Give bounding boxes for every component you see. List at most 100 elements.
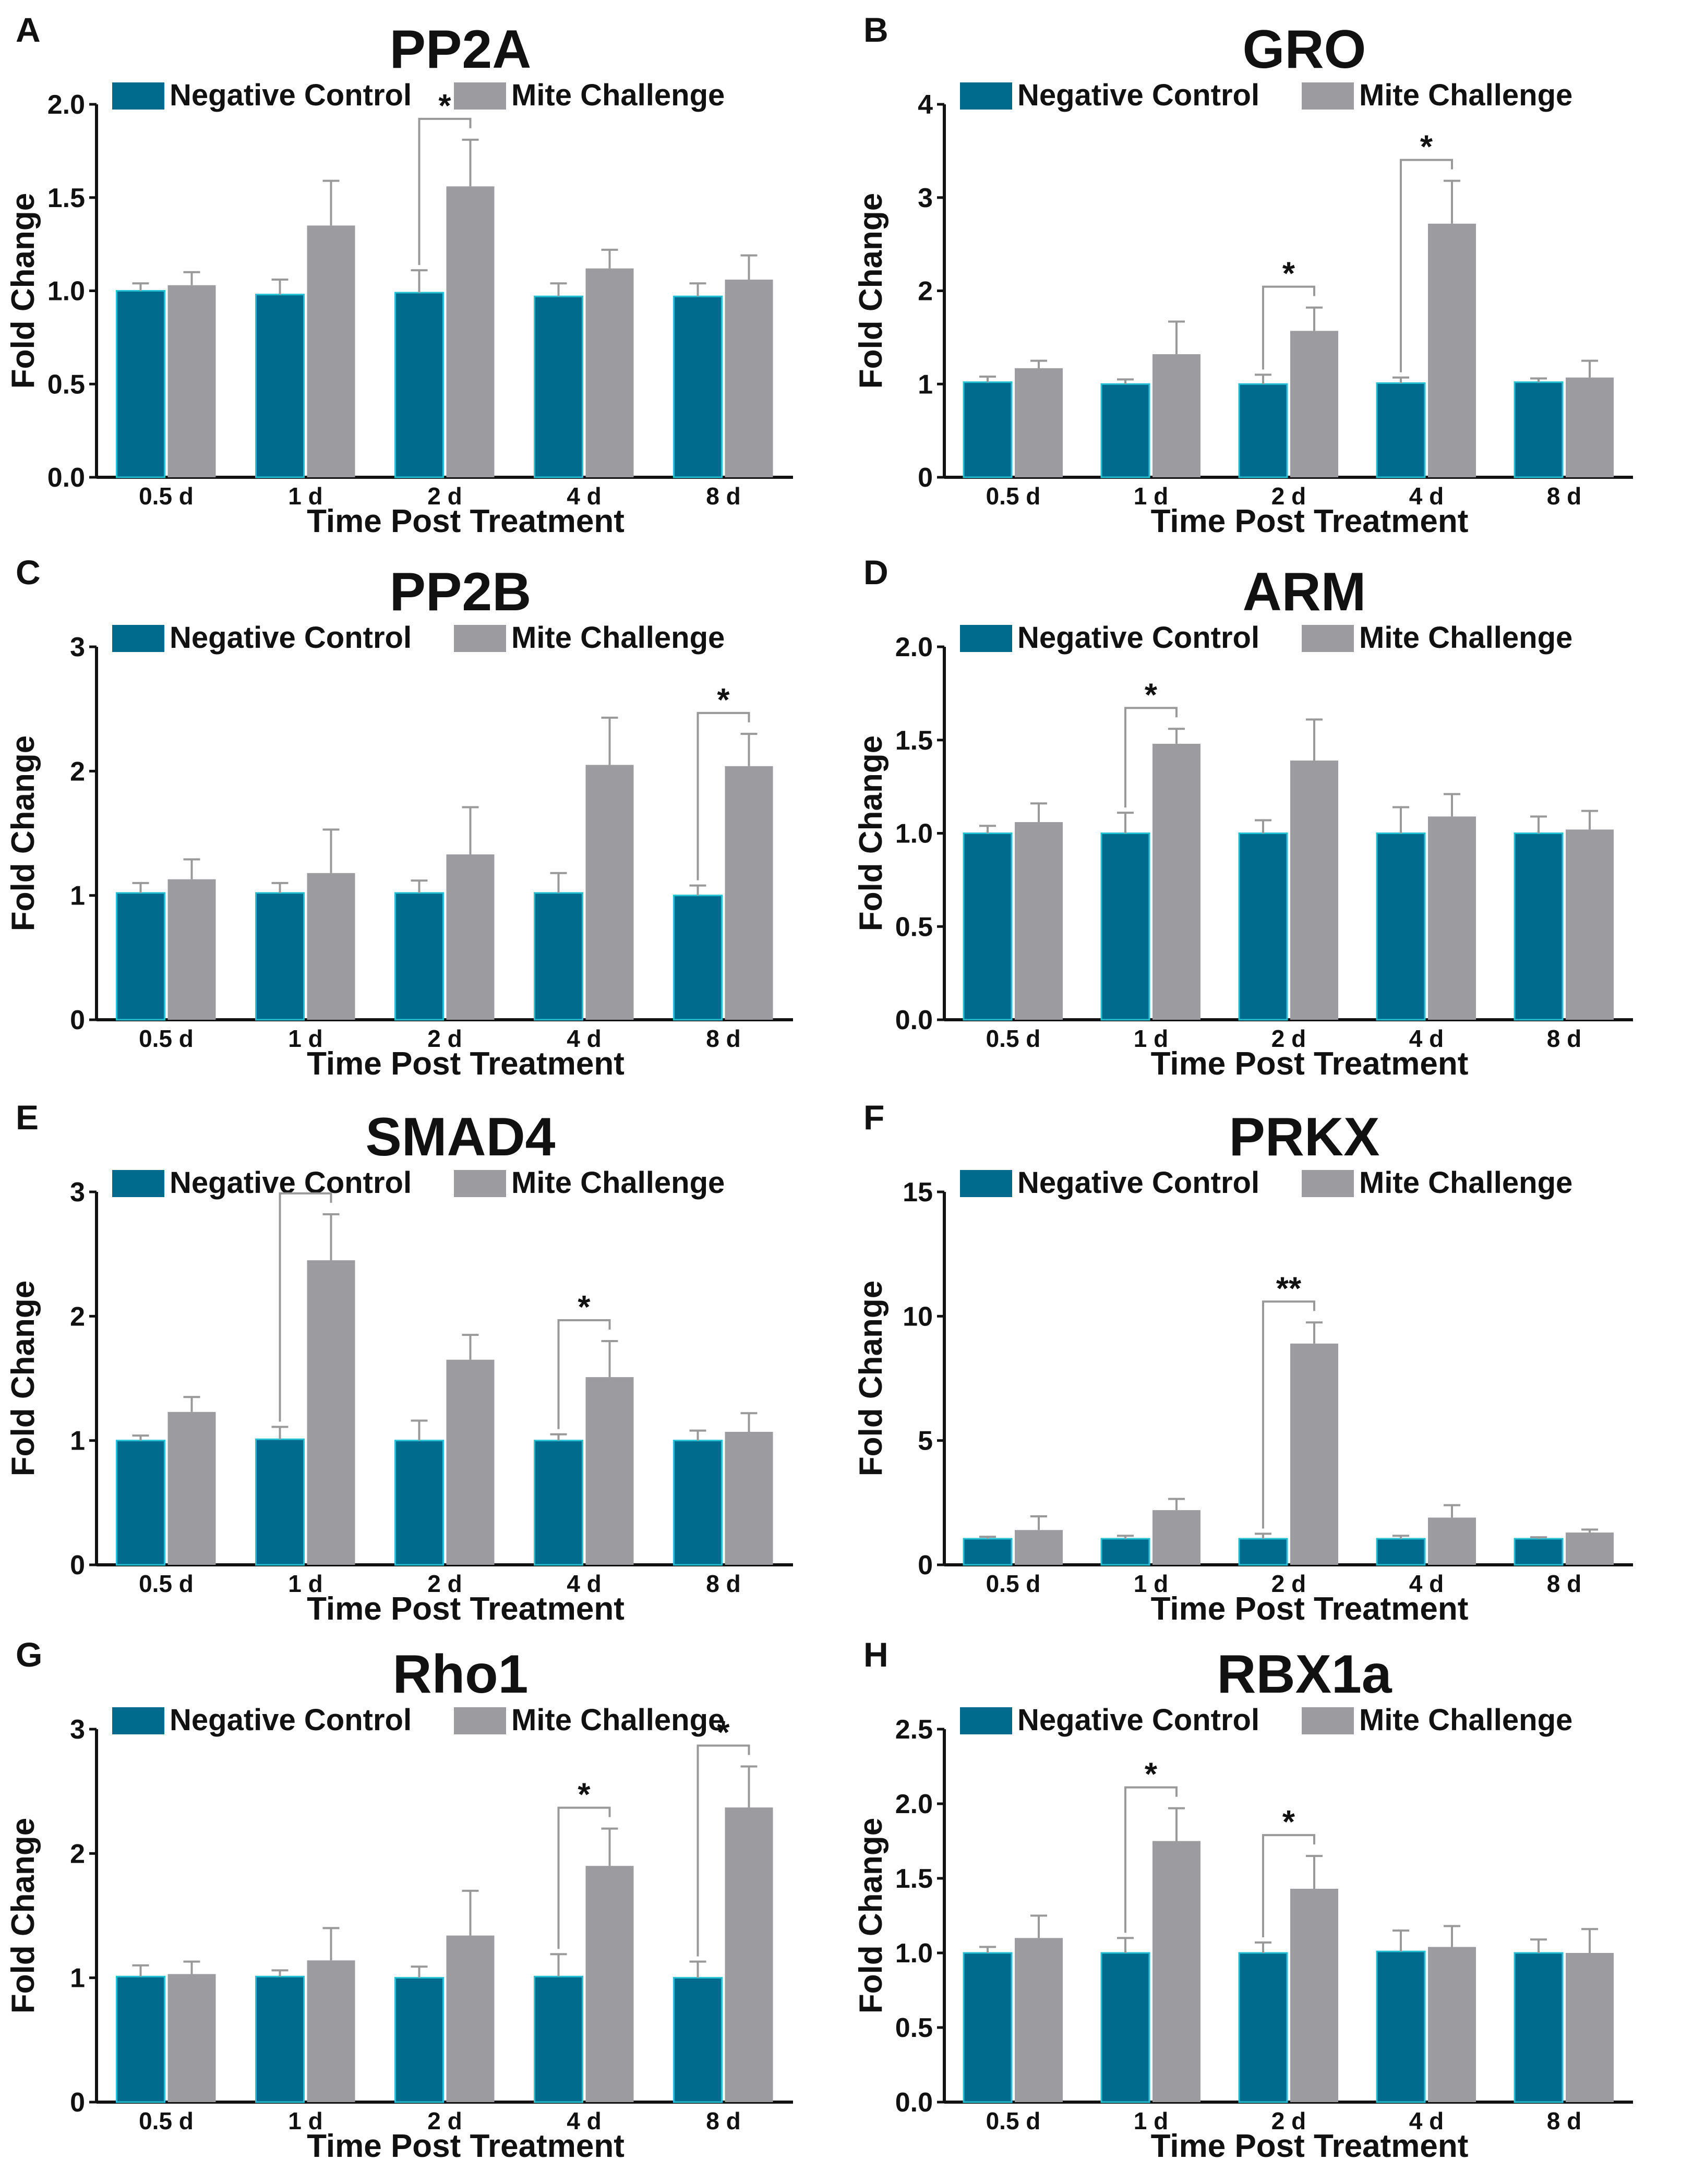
bar-negative-control [116, 892, 165, 1021]
y-tick-label: 0.5 [895, 912, 933, 942]
bar-mite-challenge [446, 854, 495, 1020]
bar-mite-challenge [1152, 743, 1200, 1020]
error-bar-negative-control [1530, 1938, 1547, 1953]
significance-marker: ** [1276, 1271, 1302, 1307]
bar-negative-control [1376, 1950, 1426, 2103]
error-bar-negative-control [689, 884, 706, 896]
x-axis-label: Time Post Treatment [1151, 503, 1469, 539]
chart-title: GRO [1243, 19, 1366, 80]
chart-title: ARM [1243, 562, 1366, 622]
bar-mite-challenge [1428, 223, 1476, 477]
error-bar-negative-control [1117, 1535, 1134, 1539]
error-bar-negative-control [979, 1536, 996, 1539]
legend-swatch-control [112, 82, 164, 110]
error-bar-mite-challenge [322, 179, 340, 226]
x-axis-label: Time Post Treatment [1151, 1046, 1469, 1082]
error-bar-negative-control [271, 1969, 289, 1977]
error-bar-mite-challenge [740, 732, 758, 766]
error-bar-mite-challenge [1306, 1855, 1323, 1889]
x-tick-label: 4 d [567, 482, 601, 510]
panel-letter: B [863, 10, 888, 49]
x-tick-label: 1 d [1134, 1570, 1168, 1597]
legend-swatch-mite [1302, 1170, 1354, 1197]
bar-negative-control [1376, 832, 1426, 1021]
y-tick-label: 3 [70, 1715, 85, 1745]
legend-label-mite: Mite Challenge [511, 621, 725, 655]
bar-negative-control [1238, 832, 1288, 1021]
bar-negative-control [673, 895, 723, 1021]
x-tick-label: 8 d [1547, 2107, 1581, 2134]
error-bar-negative-control [132, 1964, 149, 1977]
legend-swatch-mite [1302, 1707, 1354, 1734]
x-axis-label: Time Post Treatment [1151, 2128, 1469, 2164]
error-bar-negative-control [132, 882, 149, 893]
panel-letter: A [16, 10, 41, 49]
error-bar-negative-control [550, 1953, 567, 1977]
bar-negative-control [255, 294, 305, 478]
x-tick-label: 2 d [427, 482, 462, 510]
bar-negative-control [963, 832, 1013, 1021]
y-tick-label: 2.0 [47, 90, 85, 120]
x-tick-label: 2 d [427, 2107, 462, 2134]
y-tick-label: 3 [918, 183, 933, 213]
bar-negative-control [673, 1440, 723, 1566]
bar-mite-challenge [1566, 829, 1614, 1020]
error-bar-mite-challenge [1168, 728, 1185, 744]
y-tick-label: 1.0 [895, 1938, 933, 1969]
significance-bracket [279, 1192, 332, 1422]
y-axis-label: Fold Change [853, 735, 889, 931]
y-tick-label: 15 [903, 1177, 933, 1208]
error-bar-mite-challenge [322, 1213, 340, 1261]
error-bar-mite-challenge [322, 1927, 340, 1961]
y-tick-label: 0 [70, 2088, 85, 2118]
x-tick-label: 2 d [1271, 1025, 1306, 1052]
x-tick-label: 0.5 d [139, 1570, 194, 1597]
error-bar-mite-challenge [1168, 1498, 1185, 1511]
error-bar-negative-control [132, 1434, 149, 1441]
legend-label-control: Negative Control [1017, 621, 1259, 655]
x-tick-label: 2 d [1271, 2107, 1306, 2134]
legend-swatch-control [960, 82, 1012, 110]
error-bar-negative-control [550, 872, 567, 893]
y-tick-label: 1.5 [895, 726, 933, 756]
error-bar-mite-challenge [1581, 359, 1598, 378]
bar-negative-control [394, 292, 444, 478]
bar-negative-control [534, 1975, 583, 2103]
error-bar-mite-challenge [1444, 793, 1460, 817]
legend-label-control: Negative Control [1017, 1703, 1259, 1737]
significance-marker: * [1145, 1757, 1158, 1793]
error-bar-mite-challenge [1444, 1504, 1460, 1518]
error-bar-mite-challenge [1168, 1807, 1185, 1841]
y-tick-label: 10 [903, 1301, 933, 1332]
bar-mite-challenge [167, 1411, 216, 1565]
x-axis-label: Time Post Treatment [307, 1046, 625, 1082]
legend-swatch-mite [454, 82, 506, 110]
y-tick-label: 2.5 [895, 1715, 933, 1745]
x-axis-label: Time Post Treatment [307, 2128, 625, 2164]
error-bar-negative-control [550, 282, 567, 297]
bar-negative-control [1238, 1952, 1288, 2103]
error-bar-mite-challenge [1444, 1925, 1460, 1947]
y-tick-label: 0 [918, 463, 933, 493]
error-bar-negative-control [1255, 1941, 1271, 1953]
x-tick-label: 0.5 d [986, 482, 1041, 510]
bar-mite-challenge [1015, 822, 1063, 1020]
y-axis-label: Fold Change [5, 735, 41, 931]
legend-label-mite: Mite Challenge [1359, 78, 1572, 112]
y-tick-label: 3 [70, 632, 85, 662]
significance-marker: * [717, 682, 730, 718]
bar-negative-control [1100, 1538, 1150, 1566]
x-tick-label: 8 d [706, 2107, 740, 2134]
error-bar-negative-control [1530, 815, 1547, 834]
y-tick-label: 2.0 [895, 1789, 933, 1819]
bar-negative-control [1100, 832, 1150, 1021]
legend-label-mite: Mite Challenge [511, 1166, 725, 1200]
bar-negative-control [255, 892, 305, 1021]
significance-bracket [697, 711, 750, 880]
error-bar-mite-challenge [1030, 359, 1047, 368]
legend-label-mite: Mite Challenge [1359, 621, 1572, 655]
y-tick-label: 2 [918, 276, 933, 307]
